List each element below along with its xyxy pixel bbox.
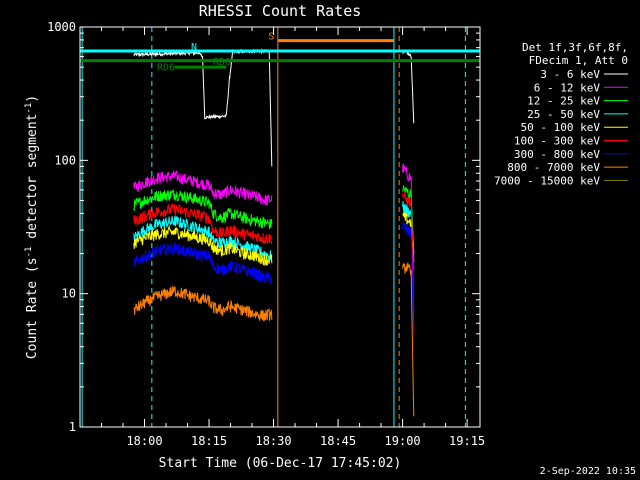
x-tick-label: 18:45	[320, 434, 356, 448]
y-tick-label: 10	[62, 287, 76, 301]
plot-area: N RD6 RD0 S	[80, 27, 480, 427]
series-line	[402, 262, 415, 417]
series-line	[133, 170, 273, 206]
series-line	[133, 285, 273, 322]
y-tick-label: 1000	[47, 20, 76, 34]
series-line	[402, 192, 415, 271]
legend-entry-label: 7000 - 15000 keV	[494, 174, 600, 187]
series-line	[133, 214, 273, 262]
series-line	[133, 225, 273, 266]
legend-entry-label: 300 - 800 keV	[514, 148, 600, 161]
annotation-label: N	[191, 42, 197, 53]
y-tick-label: 1	[69, 420, 76, 434]
x-tick-label: 18:15	[191, 434, 227, 448]
series-line	[402, 222, 415, 344]
legend-header-2: FDecim 1, Att 0	[529, 54, 628, 67]
legend-entry-label: 3 - 6 keV	[540, 68, 600, 81]
annotation-label: S	[268, 32, 274, 43]
legend-entry-label: 800 - 7000 keV	[507, 161, 600, 174]
legend: Det 1f,3f,6f,8f, FDecim 1, Att 0 3 - 6 k…	[494, 41, 628, 187]
y-axis-label: Count Rate (s-1 detector segment-1)	[24, 95, 40, 359]
x-axis-label: Start Time (06-Dec-17 17:45:02)	[159, 456, 402, 471]
legend-entry-label: 100 - 300 keV	[514, 135, 600, 148]
annotation-label: RD6	[157, 63, 175, 74]
legend-entry-label: 12 - 25 keV	[527, 95, 600, 108]
x-tick-label: 18:00	[126, 434, 162, 448]
legend-entry-label: 6 - 12 keV	[534, 81, 601, 94]
series-line	[133, 203, 273, 245]
annotation-label: RD0	[213, 57, 231, 68]
plot-frame	[79, 26, 481, 428]
legend-entry-label: 25 - 50 keV	[527, 108, 600, 121]
series-line	[133, 189, 273, 230]
series-line	[133, 242, 273, 285]
x-tick-label: 19:15	[449, 434, 485, 448]
x-tick-label: 19:00	[385, 434, 421, 448]
y-tick-label: 100	[54, 153, 76, 167]
x-tick-label: 18:30	[255, 434, 291, 448]
legend-entry-label: 50 - 100 keV	[521, 121, 601, 134]
x-axis: 18:00 18:15 18:30 18:45 19:00 19:15	[79, 27, 485, 448]
chart-title: RHESSI Count Rates	[199, 2, 362, 20]
y-axis: 1 10 100 1000	[47, 20, 480, 434]
legend-header-1: Det 1f,3f,6f,8f,	[522, 41, 628, 54]
footer-date: 2-Sep-2022 10:35	[540, 466, 636, 477]
